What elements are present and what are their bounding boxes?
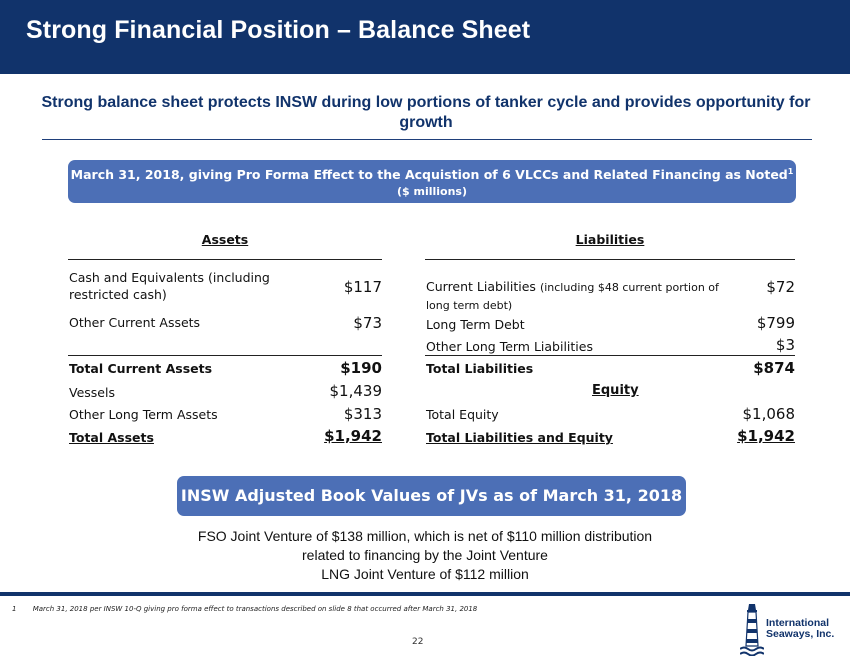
current-liabilities-label: Current Liabilities <box>426 279 536 294</box>
jv-line: related to financing by the Joint Ventur… <box>302 547 548 563</box>
liabilities-row-value: $799 <box>756 314 795 332</box>
assets-row-label: Other Long Term Assets <box>69 407 218 422</box>
liabilities-row-value: $3 <box>775 336 795 354</box>
total-liabilities-equity-value: $1,942 <box>737 427 795 445</box>
total-current-assets-label: Total Current Assets <box>69 361 213 376</box>
assets-row-label: Cash and Equivalents (including restrict… <box>69 270 270 302</box>
banner-footnote-ref: 1 <box>787 167 794 176</box>
assets-top-rule <box>68 259 382 260</box>
total-equity-label: Total Equity <box>426 407 499 422</box>
footnote-number: 1 <box>12 605 17 613</box>
liabilities-heading: Liabilities <box>575 232 645 247</box>
total-assets-label: Total Assets <box>69 430 154 445</box>
current-liabilities-note: (including $48 current portion of long t… <box>426 281 719 312</box>
subtitle-divider <box>42 139 812 140</box>
assets-row-value: $73 <box>353 314 382 332</box>
total-assets-value: $1,942 <box>324 427 382 445</box>
assets-row-value: $313 <box>343 405 382 423</box>
assets-row-label: Vessels <box>69 385 115 400</box>
total-liabilities-equity-label: Total Liabilities and Equity <box>426 430 613 445</box>
banner-line1: March 31, 2018, giving Pro Forma Effect … <box>70 167 788 183</box>
jv-line: FSO Joint Venture of $138 million, which… <box>197 528 653 544</box>
jv-line: LNG Joint Venture of $112 million <box>321 566 529 582</box>
assets-mid-rule <box>68 355 382 356</box>
footer-bar <box>0 592 850 596</box>
assets-row-value: $1,439 <box>329 382 383 400</box>
total-equity-value: $1,068 <box>742 405 796 423</box>
assets-heading: Assets <box>201 232 249 247</box>
page-title: Strong Financial Position – Balance Shee… <box>26 16 531 44</box>
liabilities-row-label: Other Long Term Liabilities <box>426 339 593 354</box>
logo-line1: International <box>766 617 830 629</box>
subtitle: Strong balance sheet protects INSW durin… <box>41 94 811 131</box>
total-current-assets-value: $190 <box>340 359 382 377</box>
total-liabilities-label: Total Liabilities <box>426 361 534 376</box>
logo-line2: Seaways, Inc. <box>766 628 835 640</box>
assets-row-label: Other Current Assets <box>69 315 201 330</box>
footnote: 1 March 31, 2018 per INSW 10-Q giving pr… <box>12 605 477 613</box>
balance-sheet-banner: March 31, 2018, giving Pro Forma Effect … <box>68 160 796 203</box>
liabilities-row-label: Long Term Debt <box>426 317 525 332</box>
jv-banner: INSW Adjusted Book Values of JVs as of M… <box>177 476 686 516</box>
current-liabilities-value: $72 <box>766 278 795 296</box>
liabilities-mid-rule <box>425 355 795 356</box>
liabilities-top-rule <box>425 259 795 260</box>
equity-heading: Equity <box>592 383 639 398</box>
banner-line2: ($ millions) <box>396 185 468 199</box>
footnote-text: March 31, 2018 per INSW 10-Q giving pro … <box>32 605 478 613</box>
lighthouse-icon <box>740 604 764 656</box>
assets-row-value: $117 <box>343 278 382 296</box>
header-bar: Strong Financial Position – Balance Shee… <box>0 0 850 74</box>
page-number: 22 <box>412 637 424 647</box>
company-logo: International Seaways, Inc. <box>740 602 840 656</box>
total-liabilities-value: $874 <box>753 359 795 377</box>
